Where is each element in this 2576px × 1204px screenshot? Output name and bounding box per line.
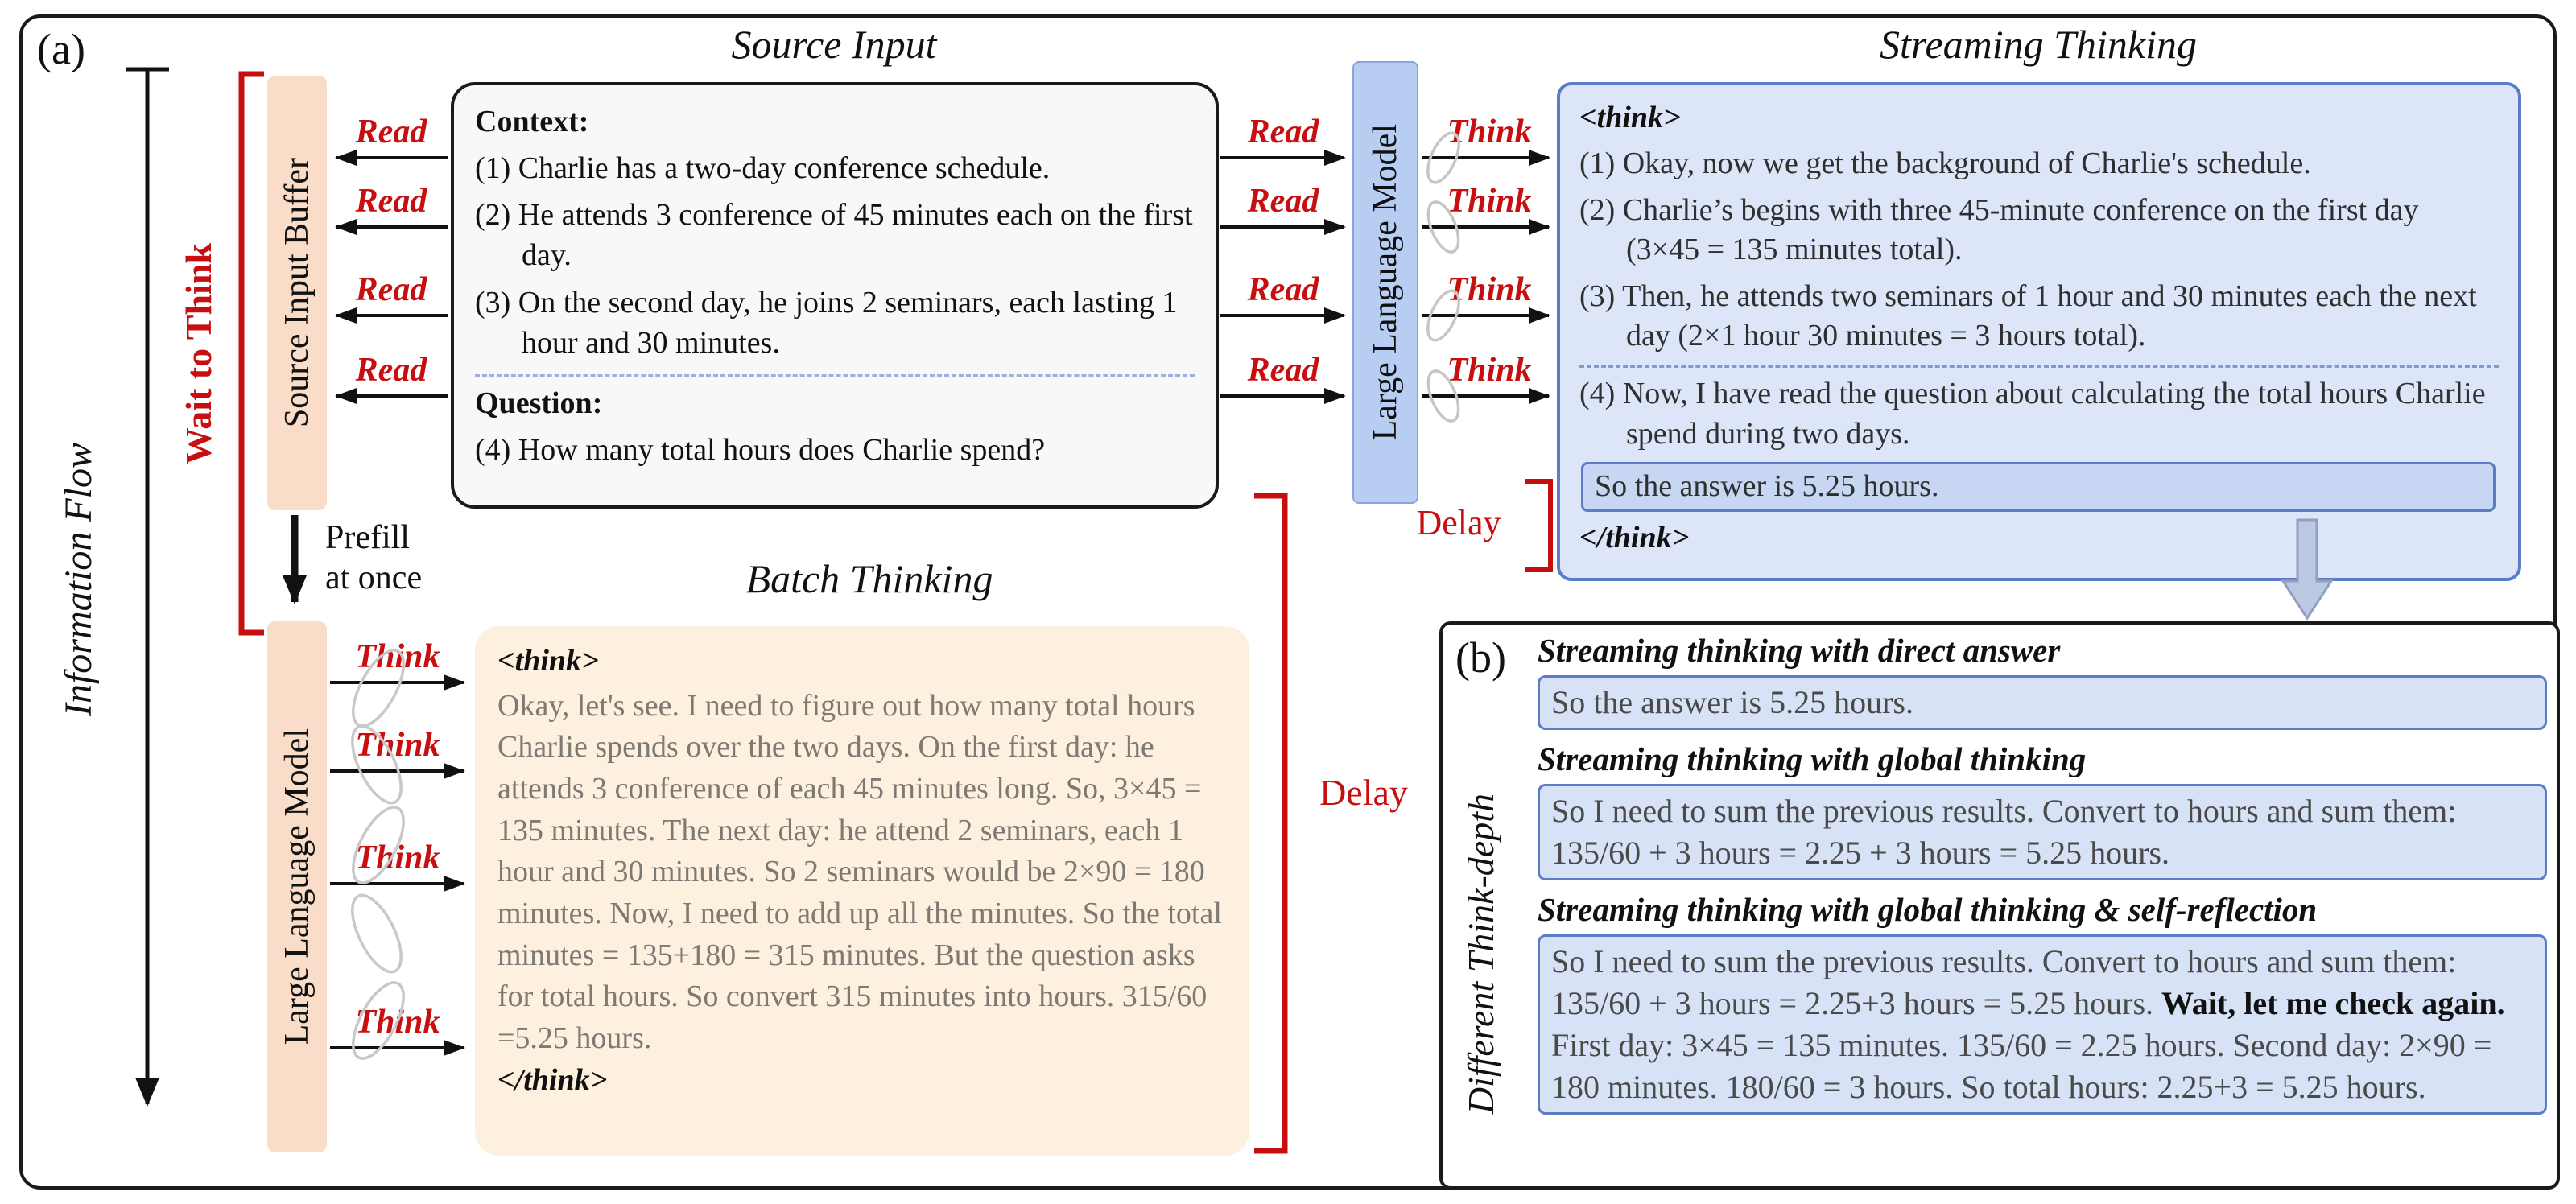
think-label-batch-2: Think: [355, 727, 440, 764]
context-dashed-separator: [475, 373, 1195, 377]
context-item-3: (3) On the second day, he joins 2 semina…: [475, 285, 1178, 360]
b-section-2-heading: Streaming thinking with global thinking: [1538, 740, 2087, 777]
stream-item-2: (2) Charlie’s begins with three 45-minut…: [1579, 192, 2419, 267]
streaming-thinking-box: <think> (1) Okay, now we get the backgro…: [1557, 82, 2521, 581]
think-label-top-4: Think: [1447, 352, 1532, 389]
llm-streaming-label: Large Language Model: [1367, 124, 1404, 441]
read-label-left-2: Read: [355, 183, 427, 220]
llm-batch-box: Large Language Model: [267, 621, 327, 1152]
stream-think-close: </think>: [1579, 520, 1690, 555]
read-label-right-4: Read: [1247, 352, 1319, 389]
b-section-3-heading: Streaming thinking with global thinking …: [1538, 891, 2318, 928]
read-label-left-4: Read: [355, 352, 427, 389]
llm-batch-label: Large Language Model: [279, 728, 316, 1045]
source-input-buffer-label: Source Input Buffer: [279, 158, 316, 428]
context-box: Context: (1) Charlie has a two-day confe…: [451, 82, 1219, 509]
read-label-right-2: Read: [1247, 183, 1319, 220]
stream-item-1: (1) Okay, now we get the background of C…: [1579, 146, 2311, 181]
read-label-right-1: Read: [1247, 113, 1319, 150]
different-think-depth-label: Different Think-depth: [1449, 732, 1512, 1175]
panel-a-label: (a): [37, 25, 85, 73]
information-flow-label: Information Flow: [47, 322, 109, 837]
think-label-top-3: Think: [1447, 271, 1532, 308]
stream-item-3: (3) Then, he attends two seminars of 1 h…: [1579, 278, 2477, 353]
source-input-title: Source Input: [731, 22, 937, 67]
delay-label-batch: Delay: [1319, 772, 1408, 813]
streaming-thinking-title: Streaming Thinking: [1880, 22, 2197, 67]
batch-thinking-title: Batch Thinking: [745, 556, 993, 601]
stream-dashed-separator: [1579, 365, 2499, 369]
stream-think-open: <think>: [1579, 101, 1681, 134]
prefill-label: Prefill at once: [325, 518, 422, 598]
context-heading: Context:: [475, 105, 589, 138]
question-item: (4) How many total hours does Charlie sp…: [475, 433, 1046, 468]
b-section-3-box: So I need to sum the previous results. C…: [1538, 934, 2547, 1115]
context-item-1: (1) Charlie has a two-day conference sch…: [475, 151, 1051, 186]
read-label-left-1: Read: [355, 113, 427, 150]
b-section-3-text-bold: Wait, let me check again.: [2161, 985, 2505, 1021]
information-flow-text: Information Flow: [56, 442, 100, 716]
batch-thinking-box: <think> Okay, let's see. I need to figur…: [475, 626, 1249, 1156]
stream-answer-box: So the answer is 5.25 hours.: [1581, 462, 2496, 512]
different-think-depth-text: Different Think-depth: [1459, 793, 1501, 1115]
think-label-top-1: Think: [1447, 113, 1532, 150]
think-label-batch-3: Think: [355, 839, 440, 876]
b-section-3-text-pre: So I need to sum the previous results. C…: [1551, 943, 2457, 1021]
prefill-line1: Prefill: [325, 519, 410, 556]
wait-to-think-label: Wait to Think: [169, 161, 227, 547]
read-label-right-3: Read: [1247, 271, 1319, 308]
b-section-2-text: So I need to sum the previous results. C…: [1551, 793, 2457, 871]
delay-label-streaming: Delay: [1416, 503, 1501, 542]
batch-think-body: Okay, let's see. I need to figure out ho…: [497, 688, 1222, 1056]
think-label-batch-1: Think: [355, 638, 440, 675]
b-section-1-box: So the answer is 5.25 hours.: [1538, 675, 2547, 730]
prefill-line2: at once: [325, 559, 423, 596]
think-label-top-2: Think: [1447, 183, 1532, 220]
llm-streaming-box: Large Language Model: [1352, 61, 1418, 504]
read-label-left-3: Read: [355, 271, 427, 308]
panel-b-label: (b): [1455, 633, 1506, 682]
b-section-1-text: So the answer is 5.25 hours.: [1551, 684, 1913, 720]
wait-to-think-text: Wait to Think: [177, 243, 219, 465]
context-item-2: (2) He attends 3 conference of 45 minute…: [475, 198, 1193, 273]
think-label-batch-4: Think: [355, 1004, 440, 1041]
source-input-buffer: Source Input Buffer: [267, 76, 327, 510]
batch-think-close: </think>: [497, 1062, 608, 1097]
panel-b-content: Streaming thinking with direct answer So…: [1538, 628, 2547, 1115]
b-section-3-text-post: First day: 3×45 = 135 minutes. 135/60 = …: [1551, 1027, 2492, 1105]
batch-think-open: <think>: [497, 644, 599, 678]
b-section-2-box: So I need to sum the previous results. C…: [1538, 784, 2547, 880]
question-heading: Question:: [475, 386, 603, 420]
stream-item-4: (4) Now, I have read the question about …: [1579, 377, 2486, 451]
b-section-1-heading: Streaming thinking with direct answer: [1538, 632, 2061, 669]
